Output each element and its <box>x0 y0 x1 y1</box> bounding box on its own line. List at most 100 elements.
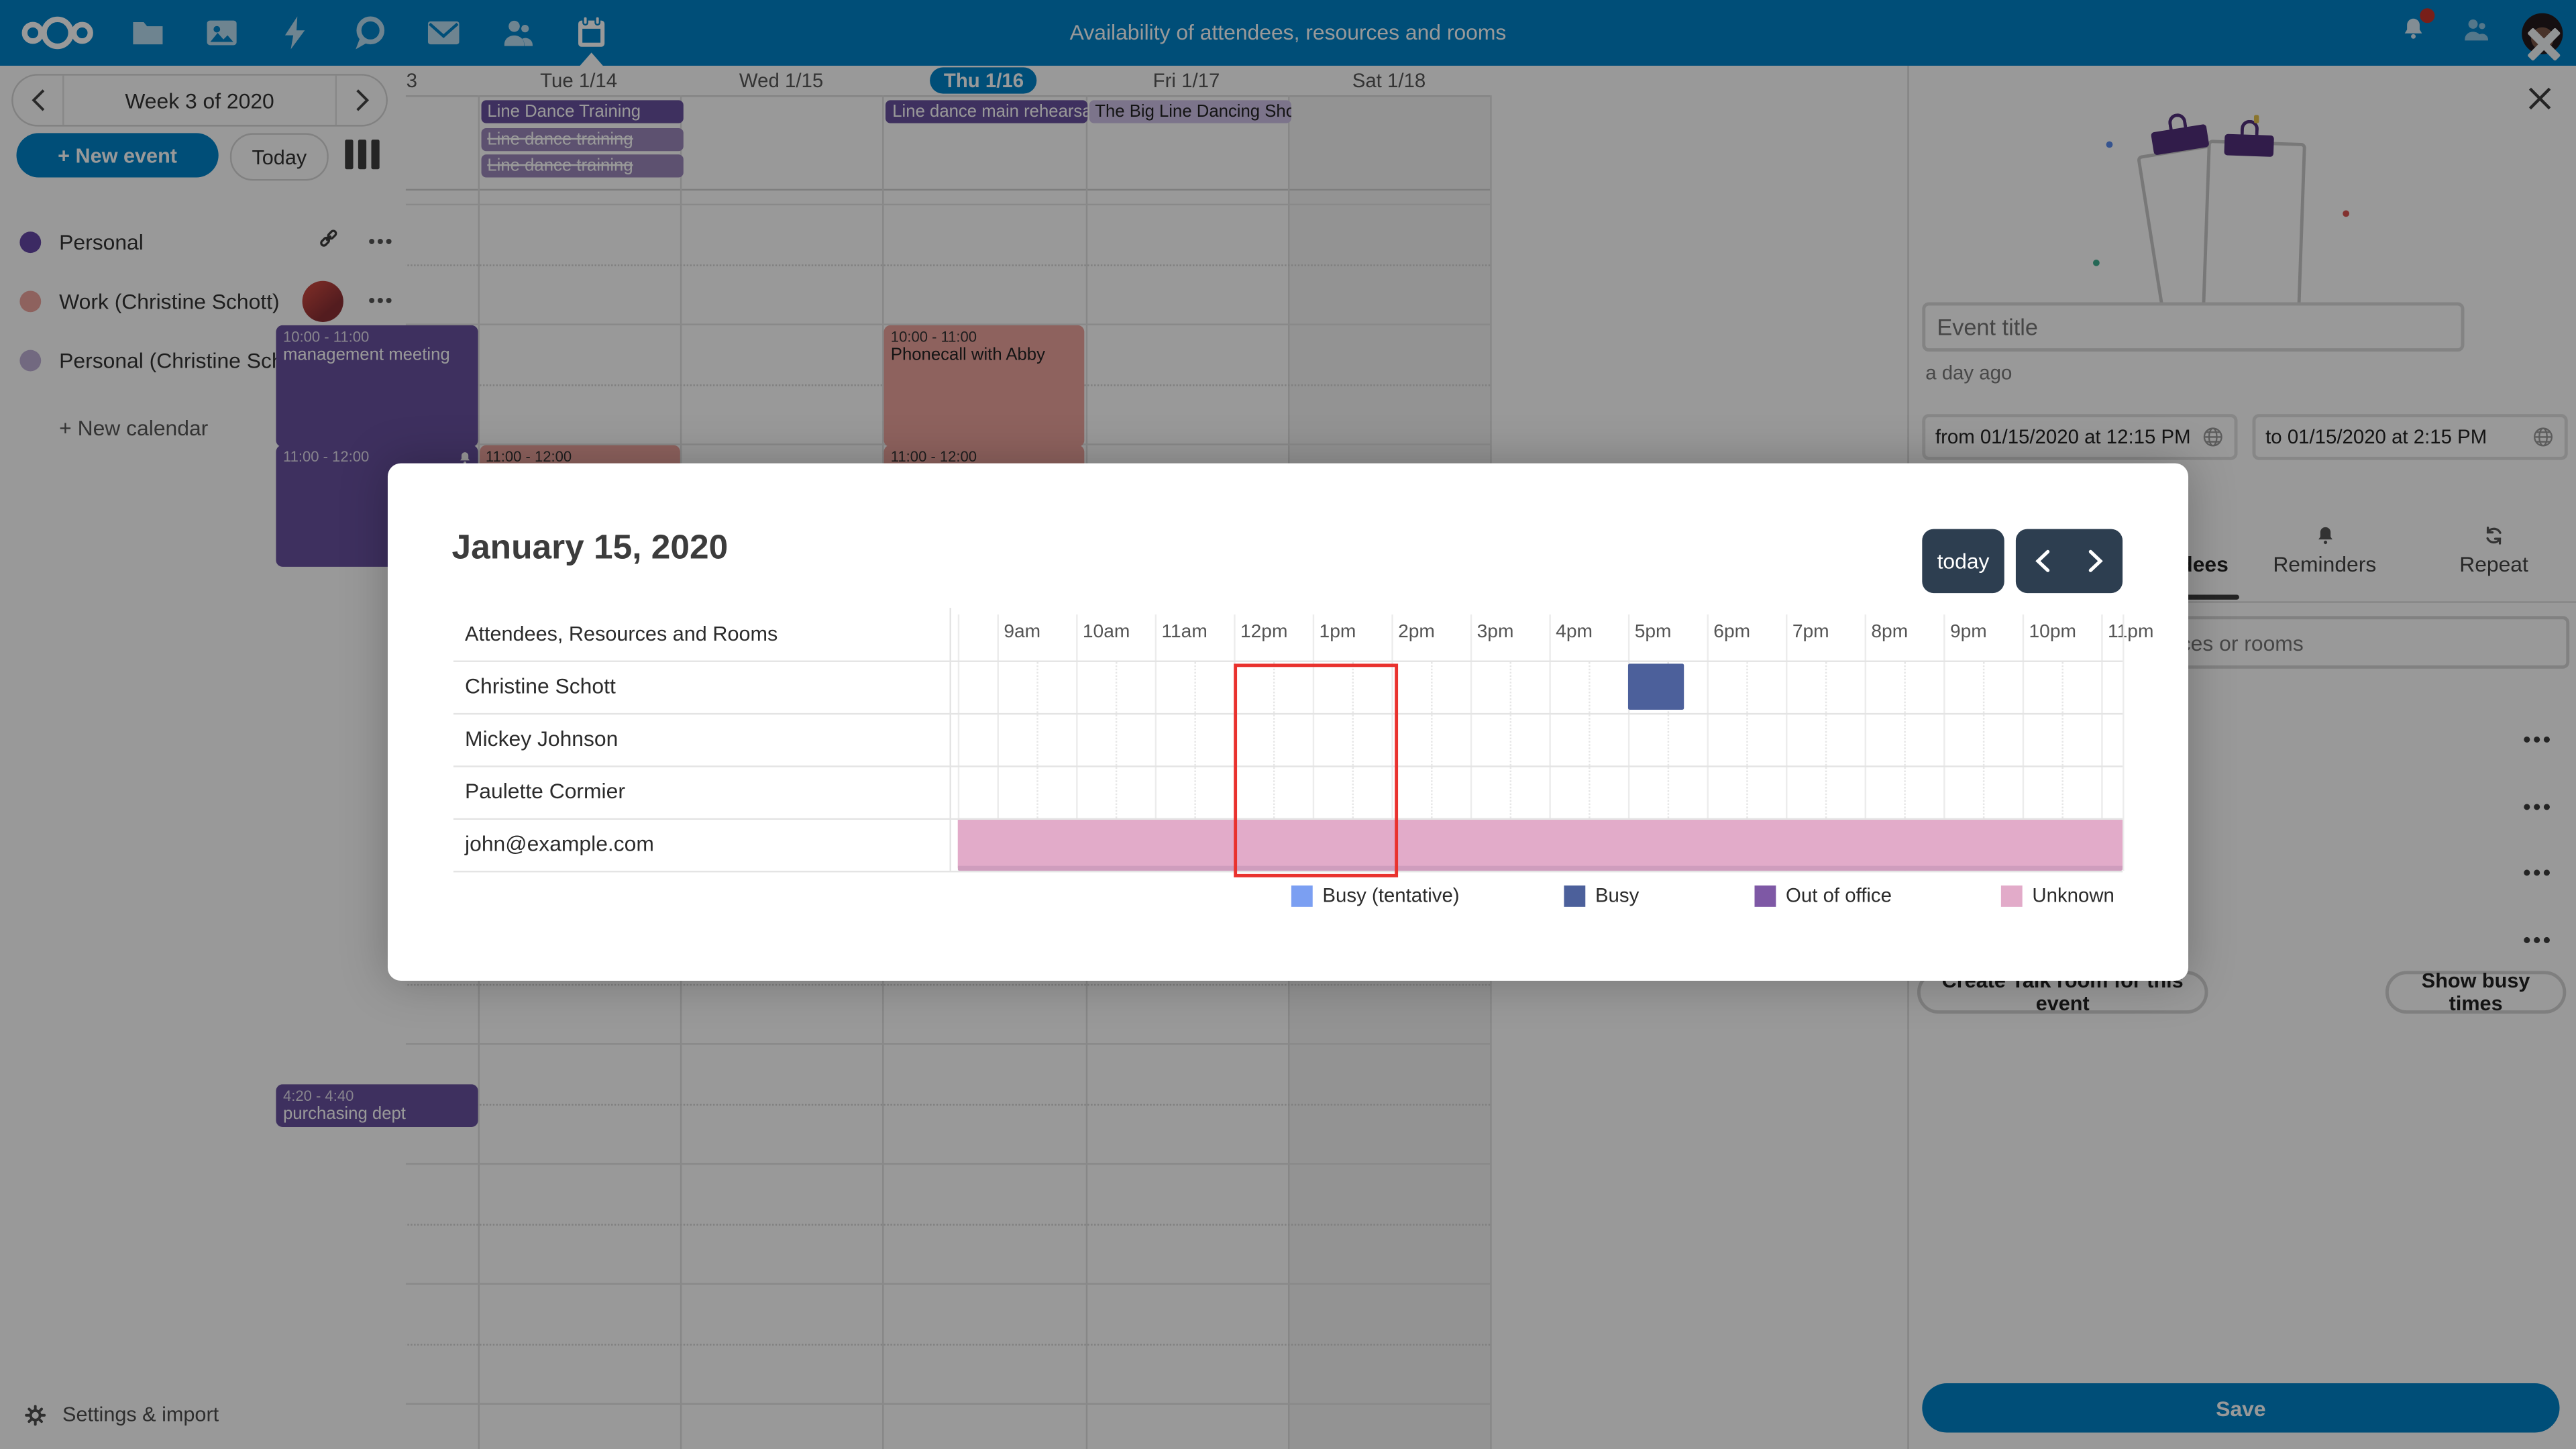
dialog-today-button[interactable]: today <box>1922 529 2004 594</box>
hour-label: 9am <box>1004 623 1041 643</box>
time-gridline <box>72 1403 1491 1405</box>
legend-item: Out of office <box>1754 883 1892 907</box>
tab-reminders[interactable]: Reminders <box>2235 519 2415 577</box>
user-avatar[interactable] <box>2522 12 2563 61</box>
top-bar: Availability of attendees, resources and… <box>0 0 2576 66</box>
row-separator <box>453 765 2123 767</box>
grid-separator <box>72 95 1491 97</box>
hour-label: 4pm <box>1556 623 1593 643</box>
repeat-icon <box>2404 519 2576 549</box>
attendee-menu-button[interactable]: ••• <box>2523 860 2553 885</box>
table-column-header: Attendees, Resources and Rooms <box>465 623 778 646</box>
attendee-row: ••• <box>1909 773 2576 839</box>
hour-label: 8pm <box>1871 623 1909 643</box>
time-gridline <box>72 323 1491 325</box>
photos-app-icon[interactable] <box>202 13 241 53</box>
contacts-menu-icon[interactable] <box>2459 12 2492 53</box>
timezone-globe-icon <box>2534 427 2553 447</box>
calendar-menu-button[interactable]: ••• <box>368 289 394 313</box>
calendar-color-dot <box>19 349 42 371</box>
tab-repeat[interactable]: Repeat <box>2404 519 2576 577</box>
allday-event[interactable]: Line Dance Training <box>480 100 684 123</box>
hour-label: 11pm <box>2108 623 2154 643</box>
hour-gridline <box>2022 614 2025 871</box>
legend-swatch <box>1754 884 1776 906</box>
day-header: Tue 1/14 <box>540 68 618 93</box>
calendar-app-icon[interactable] <box>572 13 611 66</box>
allday-event[interactable]: The Big Line Dancing Show <box>1088 100 1291 123</box>
row-separator <box>453 870 2123 873</box>
hour-label: 6pm <box>1713 623 1751 643</box>
legend-label: Busy <box>1595 883 1640 907</box>
calendar-owner-avatar <box>302 280 343 321</box>
time-gridline <box>72 1103 1491 1105</box>
legend-item: Busy <box>1564 884 1639 907</box>
activity-app-icon[interactable] <box>276 13 315 53</box>
week-label[interactable]: Week 3 of 2020 <box>125 88 274 113</box>
time-gridline <box>72 383 1491 386</box>
notifications-icon[interactable] <box>2397 7 2435 53</box>
top-right-icons <box>2397 0 2563 66</box>
mail-app-icon[interactable] <box>424 13 464 53</box>
attendee-menu-button[interactable]: ••• <box>2523 926 2553 951</box>
settings-import-button[interactable]: Settings & import <box>0 1393 406 1436</box>
bell-icon <box>2235 519 2415 549</box>
today-button[interactable]: Today <box>229 133 329 181</box>
talk-app-icon[interactable] <box>350 13 390 53</box>
new-event-button[interactable]: + New event <box>16 133 219 178</box>
calendar-name: Work (Christine Schott) <box>59 288 280 313</box>
calendar-event[interactable]: 10:00 - 11:00 management meeting <box>276 325 478 447</box>
calendar-list-item[interactable]: Work (Christine Schott) ••• <box>0 271 406 330</box>
attendee-menu-button[interactable]: ••• <box>2523 727 2553 752</box>
hour-gridline <box>1943 614 1945 871</box>
save-button[interactable]: Save <box>1922 1383 2560 1433</box>
time-gridline <box>72 1223 1491 1225</box>
show-busy-times-button[interactable]: Show busy times <box>2385 969 2567 1015</box>
calendar-event[interactable]: 10:00 - 11:00 Phonecall with Abby <box>884 325 1085 447</box>
day-header: Sat 1/18 <box>1352 68 1426 93</box>
previous-day-button[interactable] <box>2016 529 2070 594</box>
legend-label: Busy (tentative) <box>1322 883 1460 907</box>
hour-label: 12pm <box>1240 623 1288 643</box>
day-header: Thu 1/16 <box>883 67 1085 95</box>
hour-gridline <box>2101 614 2103 871</box>
legend-label: Out of office <box>1786 883 1892 907</box>
calendar-list-item[interactable]: Personal ••• <box>0 212 406 271</box>
share-link-icon[interactable] <box>315 224 341 258</box>
next-week-button[interactable] <box>335 75 386 125</box>
time-gridline <box>72 1343 1491 1345</box>
files-app-icon[interactable] <box>128 13 168 53</box>
view-toggle-button[interactable] <box>345 140 380 170</box>
attendee-row: ••• <box>1909 906 2576 972</box>
calendar-event[interactable]: 4:20 - 4:40 purchasing dept <box>276 1085 478 1128</box>
time-gridline <box>72 1163 1491 1165</box>
nextcloud-logo-icon[interactable] <box>19 7 95 68</box>
allday-event[interactable]: Line dance training <box>480 154 684 178</box>
allday-event[interactable]: Line dance main rehearsal <box>885 100 1089 123</box>
hour-gridline <box>1076 614 1078 871</box>
event-title-input[interactable] <box>1922 302 2465 352</box>
contacts-app-icon[interactable] <box>498 13 537 53</box>
start-datetime-field[interactable]: from 01/15/2020 at 12:15 PM <box>1922 414 2238 460</box>
hour-label: 2pm <box>1398 623 1435 643</box>
time-gridline <box>72 983 1491 985</box>
time-gridline <box>72 1043 1491 1045</box>
timezone-globe-icon <box>2203 427 2222 447</box>
next-day-button[interactable] <box>2069 529 2123 594</box>
tab-label: Reminders <box>2273 551 2377 577</box>
calendar-name: Personal (Christine Scho…) <box>59 347 303 372</box>
unknown-availability-band <box>957 818 2123 871</box>
calendar-menu-button[interactable]: ••• <box>368 229 394 254</box>
timeline-edge <box>2123 614 2125 871</box>
hour-gridline <box>1627 614 1630 871</box>
close-icon[interactable] <box>2527 85 2553 111</box>
previous-week-button[interactable] <box>13 75 64 125</box>
legend-swatch <box>2000 884 2023 906</box>
end-datetime-field[interactable]: to 01/15/2020 at 2:15 PM <box>2252 414 2568 460</box>
allday-event[interactable]: Line dance training <box>480 127 684 151</box>
attendee-menu-button[interactable]: ••• <box>2523 793 2553 818</box>
timeline-edge <box>957 614 960 871</box>
hour-label: 9pm <box>1949 623 1987 643</box>
legend-item: Busy (tentative) <box>1291 884 1460 907</box>
availability-dialog: January 15, 2020 today Attendees, Resour… <box>387 463 2189 981</box>
